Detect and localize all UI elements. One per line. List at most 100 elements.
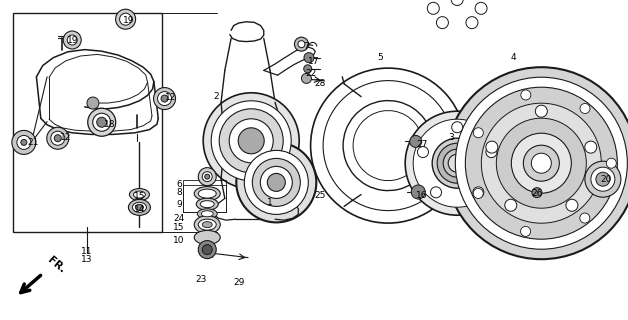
Text: 12: 12 (60, 133, 72, 142)
Circle shape (591, 167, 615, 191)
Text: 27: 27 (416, 140, 428, 149)
Text: 21: 21 (27, 138, 38, 147)
Text: 28: 28 (315, 79, 326, 88)
Circle shape (238, 128, 264, 154)
Text: 1: 1 (267, 198, 273, 207)
Text: 14: 14 (134, 205, 145, 214)
Circle shape (580, 213, 590, 223)
Circle shape (205, 174, 210, 179)
Circle shape (21, 140, 27, 145)
Circle shape (219, 109, 283, 173)
Circle shape (295, 37, 308, 51)
Circle shape (496, 118, 587, 208)
Text: 15: 15 (173, 223, 185, 232)
Circle shape (304, 52, 314, 63)
Bar (13, 13, 162, 232)
Circle shape (486, 141, 498, 153)
Circle shape (203, 93, 299, 189)
Circle shape (198, 168, 216, 186)
Circle shape (437, 143, 477, 183)
Circle shape (202, 172, 212, 182)
Circle shape (244, 150, 308, 214)
Circle shape (116, 9, 136, 29)
Ellipse shape (194, 230, 220, 244)
Circle shape (63, 31, 81, 49)
Circle shape (268, 173, 285, 191)
Circle shape (431, 187, 441, 198)
Circle shape (87, 97, 99, 109)
Circle shape (51, 131, 65, 145)
Text: 25: 25 (315, 191, 326, 200)
Circle shape (432, 138, 482, 188)
Text: FR.: FR. (45, 255, 67, 275)
Circle shape (521, 90, 531, 100)
Ellipse shape (196, 198, 219, 210)
Text: 18: 18 (104, 120, 116, 129)
Ellipse shape (197, 209, 217, 219)
Ellipse shape (133, 202, 146, 212)
Text: 24: 24 (173, 214, 185, 223)
Circle shape (236, 142, 317, 222)
Ellipse shape (136, 204, 143, 210)
Circle shape (448, 154, 466, 172)
Ellipse shape (200, 201, 214, 208)
Circle shape (67, 35, 77, 45)
Text: 22: 22 (305, 69, 317, 78)
Ellipse shape (198, 219, 216, 230)
Circle shape (93, 113, 111, 131)
Text: 19: 19 (67, 36, 78, 44)
Circle shape (229, 119, 273, 163)
Circle shape (505, 199, 517, 211)
Circle shape (455, 77, 627, 249)
Circle shape (566, 199, 578, 211)
Text: 2: 2 (214, 92, 219, 100)
Circle shape (445, 67, 628, 259)
Circle shape (413, 119, 501, 207)
Circle shape (511, 133, 571, 193)
Circle shape (451, 0, 463, 5)
Text: 7: 7 (303, 42, 310, 51)
Circle shape (465, 87, 617, 239)
Text: 3: 3 (448, 133, 454, 142)
Bar (183, 180, 226, 212)
Circle shape (12, 131, 36, 155)
Circle shape (202, 244, 212, 255)
Circle shape (97, 117, 107, 127)
Circle shape (523, 145, 560, 181)
Text: 5: 5 (377, 53, 383, 62)
Circle shape (474, 128, 484, 138)
Text: 29: 29 (233, 278, 244, 287)
Circle shape (198, 241, 216, 259)
Circle shape (452, 122, 463, 133)
Text: 12: 12 (165, 93, 176, 102)
Circle shape (211, 101, 291, 181)
Circle shape (411, 185, 425, 199)
Circle shape (521, 227, 531, 236)
Text: 6: 6 (176, 180, 182, 188)
Circle shape (486, 147, 497, 157)
Circle shape (585, 161, 621, 197)
Circle shape (474, 188, 483, 198)
Ellipse shape (129, 188, 149, 201)
Circle shape (405, 111, 509, 215)
Text: 23: 23 (195, 275, 207, 284)
Ellipse shape (198, 189, 216, 198)
Text: 9: 9 (176, 200, 182, 209)
Circle shape (153, 88, 176, 109)
Circle shape (298, 41, 305, 48)
Circle shape (46, 127, 69, 149)
Ellipse shape (201, 211, 214, 217)
Text: 11: 11 (81, 247, 92, 256)
Circle shape (585, 141, 597, 153)
Circle shape (301, 73, 311, 84)
Text: 15: 15 (134, 192, 145, 201)
Text: 10: 10 (173, 236, 185, 245)
Text: 8: 8 (176, 188, 182, 197)
Circle shape (607, 158, 616, 168)
Text: 16: 16 (416, 191, 428, 200)
Circle shape (475, 2, 487, 14)
Text: 20: 20 (600, 175, 612, 184)
Ellipse shape (202, 222, 212, 228)
Circle shape (261, 166, 292, 198)
Ellipse shape (194, 216, 220, 234)
